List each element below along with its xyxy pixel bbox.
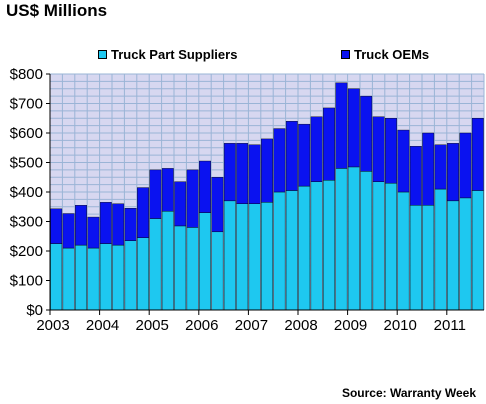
bar-suppliers: [211, 231, 224, 311]
bar-oems: [347, 88, 360, 168]
legend-swatch-suppliers: [98, 50, 107, 59]
legend-label-suppliers: Truck Part Suppliers: [111, 47, 238, 62]
y-tick-label: $100: [10, 273, 43, 290]
bar-oems: [248, 144, 261, 205]
bar-oems: [99, 202, 112, 244]
bar-suppliers: [248, 203, 261, 311]
bar-suppliers: [372, 181, 385, 311]
bar-oems: [447, 143, 459, 202]
bar-suppliers: [285, 190, 298, 311]
bar-oems: [385, 118, 397, 184]
bar-oems: [137, 187, 149, 238]
bar-suppliers: [447, 200, 459, 311]
bar-suppliers: [409, 205, 422, 311]
bar-oems: [409, 146, 422, 206]
y-tick-label: $700: [10, 96, 43, 113]
bar-oems: [434, 144, 447, 190]
chart-title: US$ Millions: [6, 1, 108, 20]
bar-suppliers: [161, 210, 174, 311]
bar-oems: [471, 118, 484, 191]
legend-item-suppliers: Truck Part Suppliers: [98, 47, 237, 62]
bar-suppliers: [298, 185, 311, 311]
bar-suppliers: [422, 205, 435, 311]
bar-suppliers: [261, 202, 273, 311]
bar-oems: [298, 123, 311, 187]
bar-oems: [372, 116, 385, 182]
bar-oems: [397, 129, 410, 193]
x-tick-label: 2007: [235, 317, 268, 334]
y-tick-label: $800: [10, 66, 43, 83]
bar-suppliers: [323, 179, 335, 311]
bar-suppliers: [223, 200, 236, 311]
bar-oems: [161, 168, 174, 212]
bar-oems: [87, 216, 100, 249]
bar-suppliers: [236, 203, 249, 311]
bar-oems: [174, 181, 187, 227]
y-tick-label: $500: [10, 155, 43, 172]
bar-suppliers: [62, 247, 75, 311]
x-tick-label: 2005: [136, 317, 169, 334]
bar-suppliers: [186, 227, 199, 311]
bar-suppliers: [75, 244, 87, 311]
x-tick-label: 2011: [434, 317, 466, 334]
x-tick-label: 2008: [284, 317, 317, 334]
x-tick-label: 2003: [36, 317, 69, 334]
bar-oems: [422, 132, 435, 206]
y-tick-label: $600: [10, 125, 43, 142]
bar-suppliers: [397, 191, 410, 311]
bar-suppliers: [149, 218, 162, 311]
legend-label-oems: Truck OEMs: [354, 47, 430, 62]
bar-oems: [236, 143, 249, 205]
bar-oems: [211, 177, 224, 233]
x-tick-label: 2006: [185, 317, 218, 334]
bar-suppliers: [459, 197, 472, 311]
bar-suppliers: [471, 190, 484, 311]
bar-oems: [261, 138, 273, 203]
bar-oems: [285, 120, 298, 191]
bar-suppliers: [273, 191, 286, 311]
bar-suppliers: [347, 166, 360, 311]
bar-oems: [273, 128, 286, 193]
bar-oems: [459, 132, 472, 199]
bar-suppliers: [360, 171, 373, 311]
bar-suppliers: [87, 247, 100, 311]
bar-oems: [186, 169, 199, 228]
bar-oems: [223, 143, 236, 202]
bar-suppliers: [199, 212, 211, 311]
x-tick-label: 2009: [334, 317, 367, 334]
bar-suppliers: [50, 243, 63, 311]
legend-swatch-oems: [341, 50, 350, 59]
y-tick-label: $300: [10, 214, 43, 231]
bar-oems: [50, 208, 63, 244]
source-note: Source: Warranty Week: [341, 386, 476, 400]
bar-suppliers: [385, 182, 397, 311]
bar-oems: [199, 160, 211, 213]
bar-suppliers: [174, 225, 187, 311]
bar-oems: [360, 95, 373, 172]
bar-suppliers: [99, 243, 112, 311]
bar-suppliers: [124, 240, 137, 311]
bar-oems: [75, 205, 87, 246]
y-tick-label: $0: [26, 302, 43, 319]
y-tick-label: $200: [10, 243, 43, 260]
bar-oems: [323, 107, 335, 181]
bar-suppliers: [112, 244, 125, 311]
bar-suppliers: [310, 181, 323, 311]
bar-suppliers: [434, 188, 447, 311]
y-tick-label: $400: [10, 184, 43, 201]
bar-oems: [335, 82, 348, 169]
bar-oems: [124, 208, 137, 241]
bar-suppliers: [335, 168, 348, 311]
bar-oems: [112, 203, 125, 246]
bar-oems: [62, 213, 75, 249]
x-tick-label: 2010: [384, 317, 417, 334]
legend-item-oems: Truck OEMs: [341, 47, 429, 62]
x-tick-label: 2004: [86, 317, 119, 334]
bar-oems: [149, 169, 162, 219]
bar-suppliers: [137, 237, 149, 311]
bar-oems: [310, 116, 323, 182]
